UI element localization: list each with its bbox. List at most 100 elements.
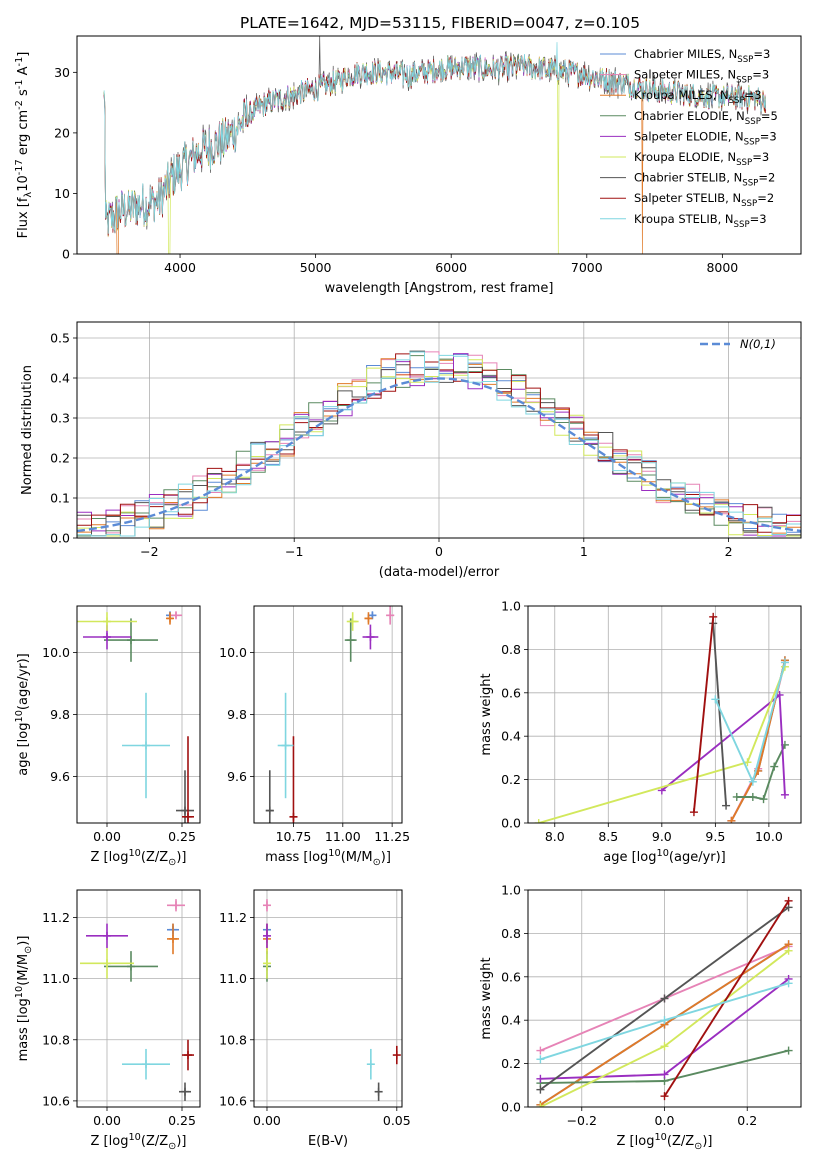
- reference-legend-label: N(0,1): [740, 337, 776, 351]
- label-text-span: 10: [328, 848, 340, 859]
- y-tick-label: 0.8: [501, 926, 521, 941]
- label-text-span: E(B-V): [308, 1134, 348, 1149]
- y-axis-label: Flux [fλ10-17 erg cm-2 s-1 A-1]: [14, 52, 34, 239]
- errorbar-point-model-6: [265, 770, 274, 823]
- axes-frame: [76, 889, 201, 1108]
- normal-reference-curve: [77, 377, 801, 533]
- label-text-span: SSP: [744, 137, 760, 147]
- axes-frame: [253, 889, 403, 1108]
- label-text-span: ⊙: [168, 857, 176, 868]
- y-axis-label: age [log10(age/yr)]: [14, 653, 31, 776]
- y-tick-label: 0.3: [50, 411, 70, 426]
- x-tick-label: 11.00: [325, 829, 361, 844]
- label-text-span: ]: [16, 52, 31, 57]
- label-text-span: Z [log: [91, 1134, 129, 1149]
- label-text-span: 10: [654, 1132, 666, 1143]
- x-tick-label: 0.00: [93, 829, 121, 844]
- label-text-span: Salpeter ELODIE, N: [634, 129, 744, 143]
- x-axis-label: E(B-V): [308, 1134, 348, 1149]
- y-tick-label: 1.0: [501, 599, 521, 614]
- figure-title: PLATE=1642, MJD=53115, FIBERID=0047, z=0…: [240, 14, 640, 32]
- x-axis-label: age [log10(age/yr)]: [603, 848, 726, 865]
- label-text-span: SSP: [741, 199, 757, 209]
- x-tick-label: 10.75: [276, 829, 312, 844]
- x-tick-label: 1: [580, 544, 588, 559]
- panel-massweight-vs-Z: −0.2 0.0 0.2 0.0 0.2 0.4 0.6 0.8 1.0 Z [log10(Z/Z…: [479, 883, 802, 1152]
- label-text-span: =5: [761, 109, 778, 123]
- x-axis-label: wavelength [Angstrom, rest frame]: [325, 281, 554, 296]
- errorbar-point-model-8: [277, 692, 294, 799]
- y-axis-label: mass weight: [479, 957, 494, 1039]
- label-text-span: -17: [14, 159, 25, 175]
- label-text-span: )]: [16, 936, 31, 946]
- label-text-span: (M/M: [341, 850, 373, 865]
- x-axis-label: (data-model)/error: [379, 565, 500, 580]
- x-tick-label: 11.25: [374, 829, 410, 844]
- label-text-span: =3: [745, 88, 762, 102]
- y-tick-label: 0: [62, 247, 70, 262]
- y-tick-label: 0.1: [50, 491, 70, 506]
- label-text-span: (data-model)/error: [379, 565, 500, 580]
- weight-line: [692, 616, 715, 813]
- weight-series-model-7: [660, 896, 793, 1101]
- x-tick-label: 0.2: [737, 1113, 757, 1128]
- axes-frame: [527, 605, 802, 824]
- y-axis-label: Normed distribution: [20, 365, 35, 495]
- errorbar-point-model-7: [182, 1039, 194, 1071]
- errorbar-point-model-2: [364, 612, 373, 625]
- y-tick-label: 10: [54, 186, 70, 201]
- label-text-span: 10: [656, 848, 668, 859]
- y-tick-label: 9.6: [50, 769, 70, 784]
- y-tick-label: 0.0: [501, 1100, 521, 1115]
- y-tick-label: 10.8: [42, 1032, 70, 1047]
- x-tick-label: 9.5: [705, 829, 725, 844]
- label-text-span: -1: [14, 57, 25, 67]
- label-text-span: (Z/Z: [667, 1134, 694, 1149]
- plot-area-massweight-vs-Z: [536, 896, 793, 1107]
- grid-mass-vs-Z: [77, 890, 200, 1107]
- plot-area-massweight-vs-age: [534, 612, 789, 823]
- label-text-span: Flux [f: [16, 197, 31, 238]
- label-text-span: mass [log: [265, 850, 328, 865]
- panel-spectrum: 4000 5000 6000 7000 8000 0 10 20 30 wavelength [A…: [14, 35, 802, 296]
- weight-series-model-8: [711, 658, 789, 786]
- x-tick-label: 8000: [706, 260, 738, 275]
- label-text-span: 10: [16, 175, 31, 192]
- spectrum-line-model-8: [103, 42, 767, 234]
- label-text-span: )]: [381, 850, 391, 865]
- x-tick-label: −2: [140, 544, 158, 559]
- histogram-model-8: [77, 351, 801, 538]
- y-tick-label: 0.6: [501, 969, 521, 984]
- y-tick-label: 0.0: [501, 816, 521, 831]
- y-tick-label: 11.0: [42, 971, 70, 986]
- y-tick-label: 11.2: [219, 910, 247, 925]
- label-text-span: 10: [14, 710, 25, 722]
- panel-age-vs-Z: 0.00 0.259.69.810.0Z [log10(Z/Z⊙)]age [lo…: [14, 605, 201, 868]
- legend-entry-8: Kroupa STELIB, NSSP=3: [634, 212, 767, 230]
- label-text-span: ⊙: [168, 1141, 176, 1152]
- errorbar-point-model-0: [368, 611, 377, 620]
- y-axis-label: mass [log10(M/M⊙)]: [14, 936, 34, 1062]
- label-text-span: age [log: [603, 850, 656, 865]
- label-text-span: erg cm: [16, 110, 31, 159]
- errorbar-point-model-7: [182, 736, 194, 823]
- label-text-span: SSP: [736, 158, 752, 168]
- legend-entry-2: Kroupa MILES, NSSP=3: [634, 88, 762, 106]
- y-tick-label: 0.4: [501, 729, 521, 744]
- x-tick-label: −1: [285, 544, 303, 559]
- x-tick-label: 0.00: [253, 1113, 281, 1128]
- y-tick-label: 0.5: [50, 331, 70, 346]
- errorbar-point-model-5: [262, 948, 271, 979]
- plot-area-age-vs-mass: [265, 606, 395, 823]
- label-text-span: (Z/Z: [141, 850, 168, 865]
- label-text-span: Z [log: [617, 1134, 655, 1149]
- x-tick-label: 0.25: [168, 1113, 196, 1128]
- legend-entry-3: Chabrier ELODIE, NSSP=5: [634, 109, 778, 127]
- label-text-span: -1: [14, 79, 25, 89]
- label-text-span: Chabrier MILES, N: [634, 47, 737, 61]
- label-text-span: λ: [23, 192, 34, 198]
- weight-line: [663, 900, 790, 1097]
- x-axis-label: Z [log10(Z/Z⊙)]: [617, 1132, 713, 1152]
